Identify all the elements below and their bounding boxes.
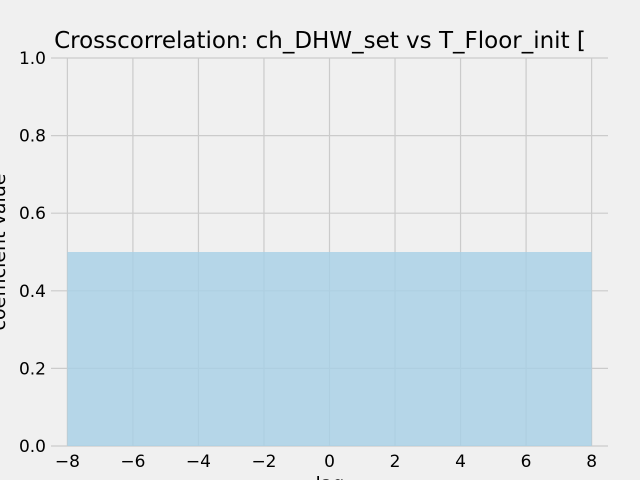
chart-title: Crosscorrelation: ch_DHW_set vs T_Floor_… bbox=[54, 28, 586, 54]
y-tick-label: 0.0 bbox=[19, 437, 46, 457]
y-tick-label: 0.6 bbox=[19, 204, 46, 224]
y-axis-label: coefficient value bbox=[0, 174, 10, 331]
x-tick-label: 8 bbox=[586, 452, 597, 472]
y-tick-label: 0.4 bbox=[19, 282, 46, 302]
x-tick-label: −4 bbox=[186, 452, 211, 472]
x-tick-label: 6 bbox=[521, 452, 532, 472]
x-tick-label: −2 bbox=[251, 452, 276, 472]
y-tick-label: 1.0 bbox=[19, 49, 46, 69]
x-tick-label: 4 bbox=[455, 452, 466, 472]
x-tick-label: 2 bbox=[390, 452, 401, 472]
y-tick-label: 0.8 bbox=[19, 127, 46, 147]
series-area-fill bbox=[67, 252, 592, 446]
y-tick-labels: 0.0 0.2 0.4 0.6 0.8 1.0 bbox=[19, 49, 46, 457]
x-tick-label: −6 bbox=[120, 452, 145, 472]
x-tick-label: −8 bbox=[55, 452, 80, 472]
y-tick-label: 0.2 bbox=[19, 359, 46, 379]
x-tick-labels: −8 −6 −4 −2 0 2 4 6 8 bbox=[55, 452, 597, 472]
x-axis-label: lag bbox=[316, 473, 345, 480]
series-area bbox=[67, 252, 592, 446]
x-tick-label: 0 bbox=[324, 452, 335, 472]
